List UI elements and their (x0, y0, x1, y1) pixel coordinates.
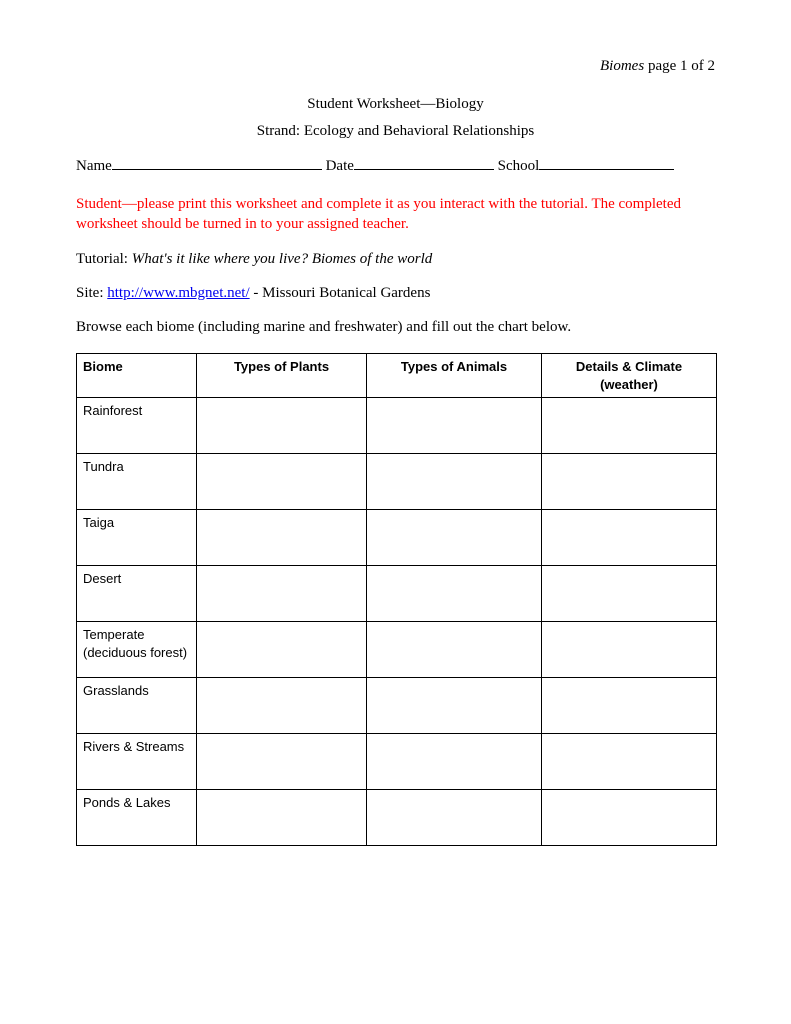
biome-table: Biome Types of Plants Types of Animals D… (76, 353, 717, 846)
strand-prefix: Strand: (257, 123, 304, 139)
biome-cell: Rainforest (77, 398, 197, 454)
table-row: Rivers & Streams (77, 734, 717, 790)
climate-cell[interactable] (542, 622, 717, 678)
biome-cell: Ponds & Lakes (77, 790, 197, 846)
plants-cell[interactable] (197, 790, 367, 846)
form-line: Name Date School (76, 155, 715, 176)
strand-text: Ecology and Behavioral Relationships (304, 123, 534, 139)
browse-instruction: Browse each biome (including marine and … (76, 317, 715, 337)
instruction-note: Student—please print this worksheet and … (76, 194, 715, 235)
tutorial-line: Tutorial: What's it like where you live?… (76, 249, 715, 269)
biome-name: Rainforest (83, 402, 190, 420)
school-blank[interactable] (539, 155, 674, 170)
climate-cell[interactable] (542, 734, 717, 790)
site-link[interactable]: http://www.mbgnet.net/ (107, 285, 249, 301)
biome-name: Tundra (83, 458, 190, 476)
topic-italic: Biomes (600, 58, 644, 74)
climate-cell[interactable] (542, 566, 717, 622)
worksheet-page: Biomes page 1 of 2 Student Worksheet—Bio… (0, 0, 791, 1024)
biome-cell: Temperate(deciduous forest) (77, 622, 197, 678)
climate-cell[interactable] (542, 678, 717, 734)
plants-cell[interactable] (197, 678, 367, 734)
animals-cell[interactable] (367, 678, 542, 734)
page-header-right: Biomes page 1 of 2 (76, 56, 715, 76)
animals-cell[interactable] (367, 454, 542, 510)
plants-cell[interactable] (197, 566, 367, 622)
animals-cell[interactable] (367, 790, 542, 846)
site-suffix: - Missouri Botanical Gardens (250, 285, 431, 301)
climate-cell[interactable] (542, 510, 717, 566)
tutorial-text: What's it like where you live? Biomes of… (132, 251, 433, 267)
biome-name: Rivers & Streams (83, 738, 190, 756)
biome-cell: Grasslands (77, 678, 197, 734)
date-label: Date (322, 158, 354, 174)
biome-cell: Taiga (77, 510, 197, 566)
biome-name: Temperate (83, 626, 190, 644)
school-label: School (494, 158, 539, 174)
biome-sub: (deciduous forest) (83, 644, 190, 662)
tutorial-prefix: Tutorial: (76, 251, 132, 267)
plants-cell[interactable] (197, 510, 367, 566)
table-row: Taiga (77, 510, 717, 566)
animals-cell[interactable] (367, 398, 542, 454)
name-blank[interactable] (112, 155, 322, 170)
animals-cell[interactable] (367, 566, 542, 622)
plants-cell[interactable] (197, 622, 367, 678)
biome-name: Taiga (83, 514, 190, 532)
date-blank[interactable] (354, 155, 494, 170)
biome-name: Desert (83, 570, 190, 588)
table-header-row: Biome Types of Plants Types of Animals D… (77, 354, 717, 398)
table-body: Rainforest Tundra Taiga Desert (77, 398, 717, 846)
table-row: Temperate(deciduous forest) (77, 622, 717, 678)
col-header-animals: Types of Animals (367, 354, 542, 398)
biome-cell: Rivers & Streams (77, 734, 197, 790)
climate-cell[interactable] (542, 790, 717, 846)
animals-cell[interactable] (367, 734, 542, 790)
worksheet-title: Student Worksheet—Biology (76, 94, 715, 114)
table-row: Grasslands (77, 678, 717, 734)
plants-cell[interactable] (197, 454, 367, 510)
table-row: Tundra (77, 454, 717, 510)
biome-name: Grasslands (83, 682, 190, 700)
strand-line: Strand: Ecology and Behavioral Relations… (76, 121, 715, 141)
name-label: Name (76, 158, 112, 174)
biome-name: Ponds & Lakes (83, 794, 190, 812)
biome-cell: Tundra (77, 454, 197, 510)
plants-cell[interactable] (197, 398, 367, 454)
biome-cell: Desert (77, 566, 197, 622)
table-row: Desert (77, 566, 717, 622)
climate-cell[interactable] (542, 454, 717, 510)
plants-cell[interactable] (197, 734, 367, 790)
climate-cell[interactable] (542, 398, 717, 454)
table-row: Ponds & Lakes (77, 790, 717, 846)
page-number-text: page 1 of 2 (644, 58, 715, 74)
site-prefix: Site: (76, 285, 107, 301)
col-header-biome: Biome (77, 354, 197, 398)
animals-cell[interactable] (367, 622, 542, 678)
site-line: Site: http://www.mbgnet.net/ - Missouri … (76, 283, 715, 303)
col-header-climate: Details & Climate (weather) (542, 354, 717, 398)
table-row: Rainforest (77, 398, 717, 454)
col-header-plants: Types of Plants (197, 354, 367, 398)
animals-cell[interactable] (367, 510, 542, 566)
